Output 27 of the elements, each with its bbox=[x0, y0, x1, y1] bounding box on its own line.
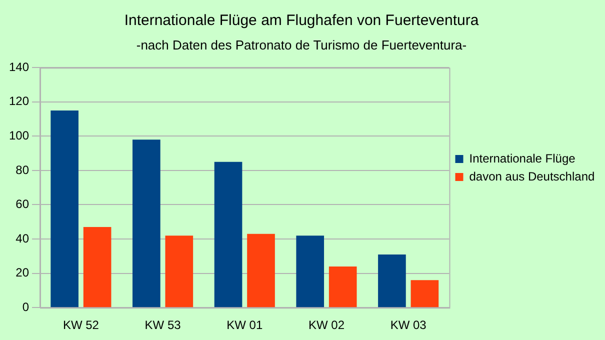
bar bbox=[296, 236, 324, 308]
y-tick-label: 0 bbox=[22, 300, 30, 314]
y-tick-label: 140 bbox=[8, 60, 30, 74]
bar bbox=[214, 162, 242, 308]
x-tick-label: KW 01 bbox=[226, 318, 263, 332]
bar bbox=[247, 234, 275, 308]
x-tick-label: KW 03 bbox=[390, 318, 427, 332]
bar bbox=[132, 140, 160, 308]
legend-label: Internationale Flüge bbox=[469, 151, 576, 166]
bar bbox=[165, 236, 194, 308]
bar bbox=[328, 266, 357, 308]
legend-label: davon aus Deutschland bbox=[469, 169, 595, 184]
bar bbox=[50, 110, 78, 308]
x-tick-label: KW 53 bbox=[144, 318, 182, 332]
x-tick-label: KW 52 bbox=[62, 318, 100, 332]
y-tick-label: 80 bbox=[16, 162, 30, 177]
chart-subtitle: -nach Daten des Patronato de Turismo de Fuerteventura- bbox=[136, 37, 467, 52]
y-tick-label: 60 bbox=[16, 197, 30, 212]
bar bbox=[83, 227, 112, 308]
y-tick-label: 20 bbox=[16, 266, 30, 280]
y-tick-label: 40 bbox=[16, 231, 30, 246]
y-tick-label: 100 bbox=[8, 128, 30, 142]
bar bbox=[410, 280, 439, 308]
chart-title: Internationale Flüge am Flughafen von Fuerteventura bbox=[124, 12, 480, 30]
x-tick-label: KW 02 bbox=[308, 318, 345, 332]
y-tick-label: 120 bbox=[8, 94, 30, 108]
bar bbox=[378, 254, 406, 308]
